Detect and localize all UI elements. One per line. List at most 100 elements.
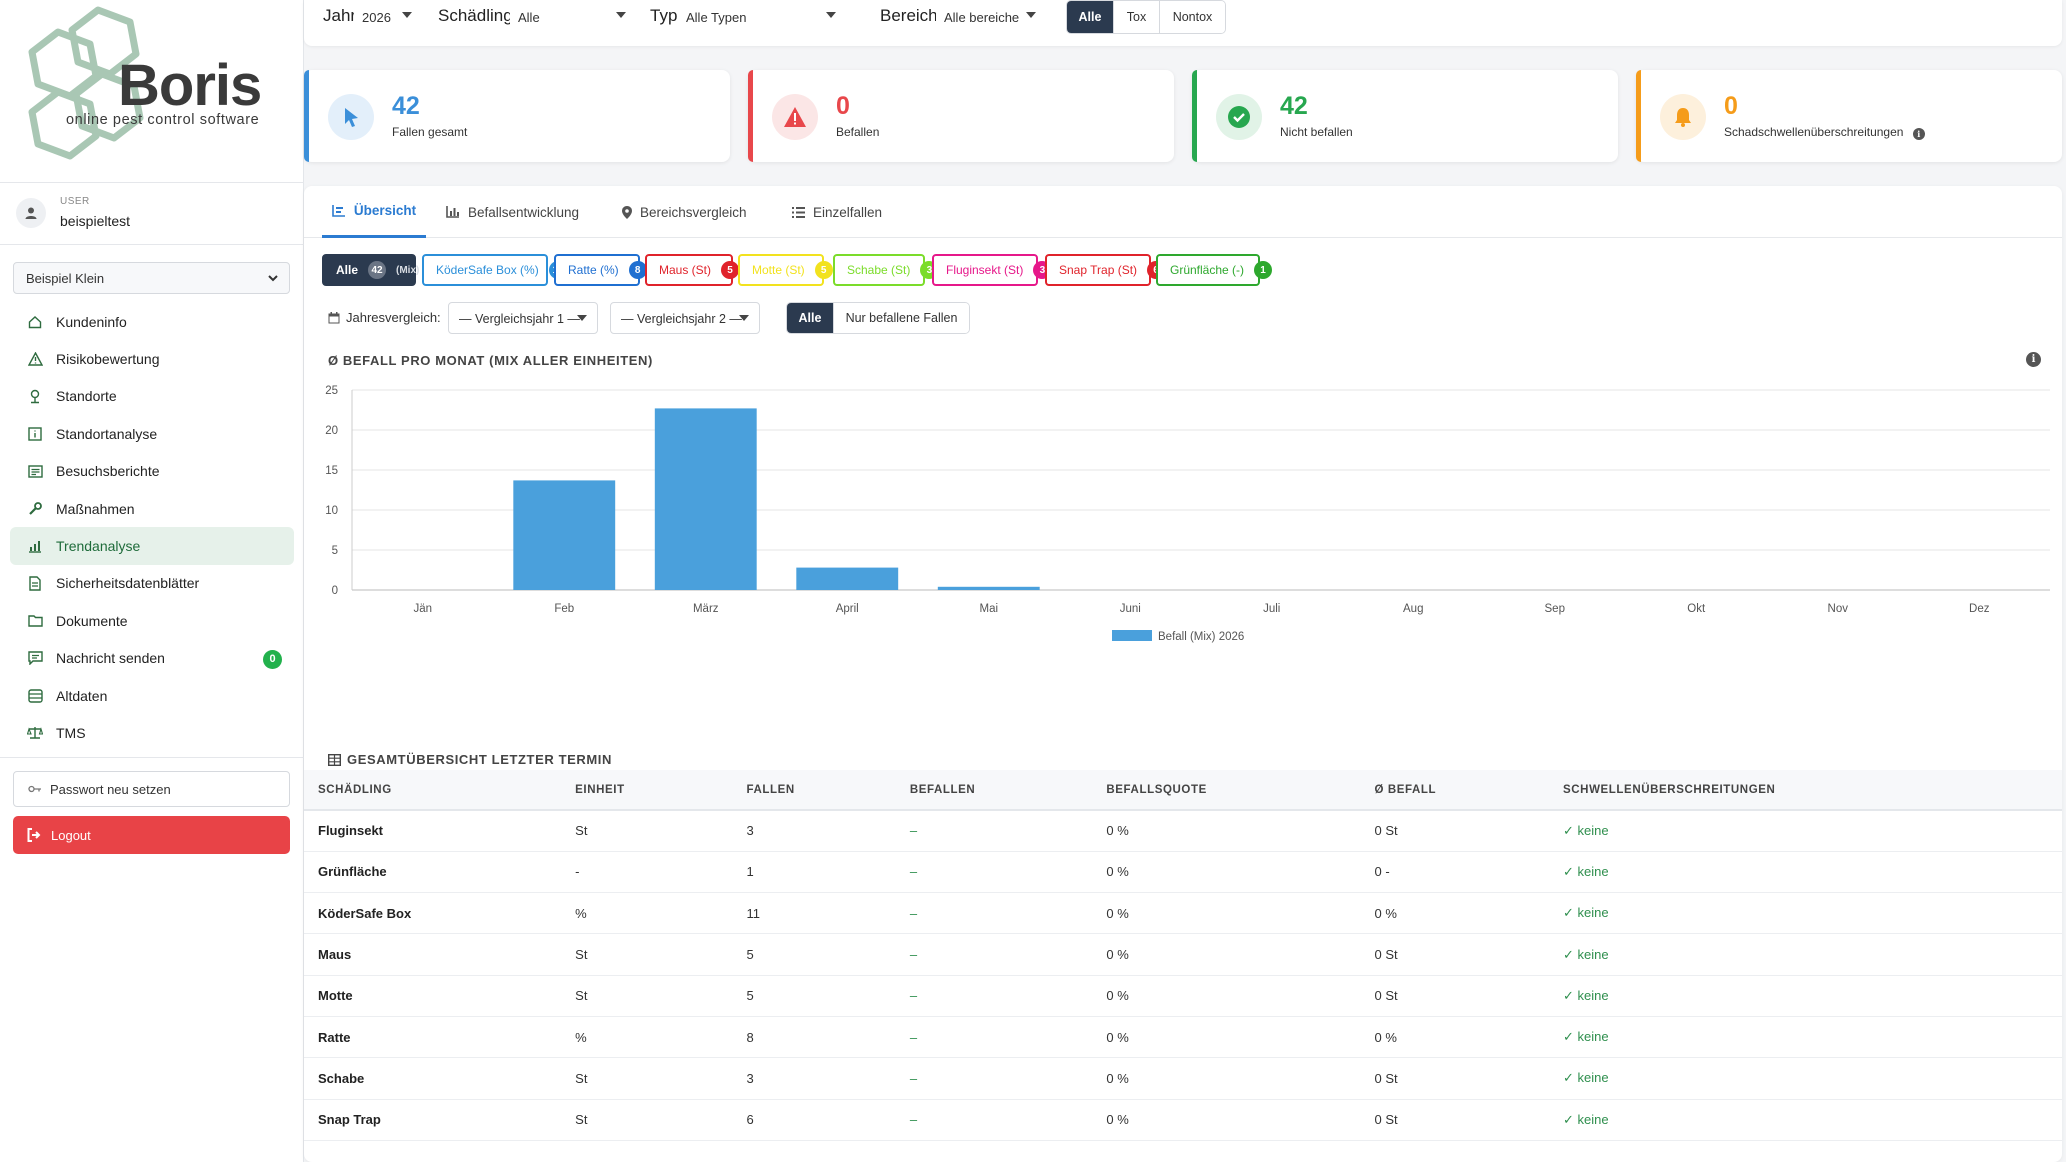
column-header[interactable]: Ø BEFALL [1374, 783, 1437, 796]
reset-password-button[interactable]: Passwort neu setzen [13, 771, 290, 807]
sidebar-item-standorte[interactable]: Standorte [10, 378, 294, 415]
analysis-card: Übersicht Befallsentwicklung Bereichsver… [304, 186, 2062, 1162]
infestation-rate: 0 % [1106, 892, 1375, 935]
bar[interactable] [796, 567, 899, 590]
chevron-down-icon [267, 272, 279, 287]
table-row[interactable]: Maus St 5–0 % 0 St ✓ keine [304, 933, 2062, 976]
table-row[interactable]: Snap Trap St 6–0 % 0 St ✓ keine [304, 1099, 2062, 1141]
table-row[interactable]: Schabe St 3–0 % 0 St ✓ keine [304, 1057, 2062, 1100]
brand-logo[interactable]: Boris online pest control software [18, 4, 288, 174]
column-header[interactable]: FALLEN [746, 783, 795, 796]
x-tick-label: Aug [1403, 603, 1423, 615]
tox-option-tox[interactable]: Tox [1113, 1, 1159, 33]
pest-filter-pill[interactable]: Schabe (St) 3 [833, 254, 939, 286]
reset-password-label: Passwort neu setzen [50, 781, 171, 797]
trap-filter-all[interactable]: Alle [787, 303, 833, 333]
kpi-value: 42 [392, 92, 420, 120]
check-circle-icon [1216, 94, 1262, 140]
table-row[interactable]: Ratte% 8–0 % 0 % ✓ keine [304, 1016, 2062, 1059]
threshold-status: ✓ keine [1563, 810, 2062, 852]
sidebar-item-dokumente[interactable]: Dokumente [10, 602, 294, 639]
sidebar-item-trendanalyse[interactable]: Trendanalyse [10, 527, 294, 565]
tox-option-alle[interactable]: Alle [1067, 1, 1113, 33]
table-row[interactable]: Grünfläche -1–0 % 0 - ✓ keine [304, 851, 2062, 894]
home-icon [26, 313, 44, 331]
column-header[interactable]: EINHEIT [575, 783, 625, 796]
year-select[interactable]: 2026 [354, 0, 420, 34]
customer-select[interactable]: Beispiel Klein [13, 262, 290, 294]
sidebar-item-sicherheitsdatenblaetter[interactable]: Sicherheitsdatenblätter [10, 565, 294, 602]
avg-infestation: 0 St [1374, 810, 1563, 852]
unit: St [575, 975, 747, 1017]
list-icon [792, 206, 805, 218]
threshold-status: ✓ keine [1563, 933, 2062, 976]
divider [0, 182, 304, 183]
pest-filter-pill[interactable]: Ratte (%) 8 [554, 254, 647, 286]
bar[interactable] [937, 586, 1040, 590]
tab-infestation-trend[interactable]: Befallsentwicklung [446, 186, 579, 238]
tab-area-comparison[interactable]: Bereichsvergleich [622, 186, 747, 238]
x-tick-label: Nov [1828, 603, 1849, 615]
sidebar-item-altdaten[interactable]: Altdaten [10, 677, 294, 714]
tox-option-nontox[interactable]: Nontox [1159, 1, 1225, 33]
key-icon [28, 784, 42, 794]
pill-count-badge: 8 [628, 261, 647, 279]
tab-single-traps[interactable]: Einzelfallen [792, 186, 882, 238]
pest-filter-pill[interactable]: Fluginsekt (St) 3 [932, 254, 1052, 286]
pest-filter-pill[interactable]: Snap Trap (St)6 [1045, 254, 1166, 286]
pest-filter-pill[interactable]: Alle 42 (Mix) [322, 254, 419, 286]
kpi-card-not-infested: 42 Nicht befallen [1192, 70, 1618, 162]
kpi-label: Nicht befallen [1280, 125, 1353, 139]
infested-count: – [909, 1016, 1107, 1059]
sidebar-item-label: Trendanalyse [56, 538, 141, 555]
comparison-year-1-select[interactable]: — Vergleichsjahr 1 — [448, 302, 598, 334]
pest-select-value: Alle [518, 10, 540, 25]
trap-count: 5 [746, 933, 910, 976]
pill-label: Schabe (St) [847, 263, 911, 277]
type-select[interactable]: Alle Typen [678, 0, 844, 34]
info-icon[interactable]: i [2026, 352, 2041, 367]
info-icon[interactable]: i [1912, 128, 1925, 140]
column-header[interactable]: BEFALLSQUOTE [1106, 783, 1207, 796]
legend-swatch[interactable] [1112, 630, 1152, 641]
threshold-status: ✓ keine [1563, 975, 2062, 1017]
sidebar-item-risikobewertung[interactable]: Risikobewertung [10, 340, 294, 377]
trap-filter-infested-only[interactable]: Nur befallene Fallen [833, 303, 969, 333]
sidebar-item-tms[interactable]: TMS [10, 714, 294, 751]
sidebar-item-besuchsberichte[interactable]: Besuchsberichte [10, 453, 294, 490]
column-header[interactable]: BEFALLEN [909, 783, 976, 796]
x-tick-label: Jän [413, 603, 432, 615]
table-row[interactable]: Motte St 5–0 % 0 St ✓ keine [304, 975, 2062, 1017]
caret-down-icon [826, 12, 836, 18]
pest-filter-pill[interactable]: Motte (St) 5 [738, 254, 833, 286]
pest-filter-pill[interactable]: Maus (St) 5 [645, 254, 740, 286]
sidebar-item-standortanalyse[interactable]: Standortanalyse [10, 415, 294, 452]
threshold-status: ✓ keine [1563, 851, 2062, 894]
tab-overview[interactable]: Übersicht [322, 186, 426, 238]
pest-filter-pill[interactable]: Grünfläche (-) 1 [1156, 254, 1273, 286]
comparison-year-2-select[interactable]: — Vergleichsjahr 2 — [610, 302, 760, 334]
pest-select[interactable]: Alle [510, 0, 634, 34]
trap-count: 6 [746, 1099, 910, 1141]
brand-title: Boris [118, 53, 262, 118]
sidebar-item-label: Nachricht senden [56, 650, 165, 667]
sidebar-item-massnahmen[interactable]: Maßnahmen [10, 490, 294, 527]
sidebar-item-nachricht-senden[interactable]: Nachricht senden 0 [10, 640, 294, 677]
sidebar-item-label: Dokumente [56, 612, 128, 629]
area-select[interactable]: Alle bereiche [936, 0, 1044, 34]
pest-filter-pill[interactable]: KöderSafe Box (%)11 [422, 254, 567, 286]
sidebar-item-kundeninfo[interactable]: Kundeninfo [10, 303, 294, 340]
kpi-label: Schadschwellenüberschreitungen i [1724, 125, 1925, 140]
infestation-rate: 0 % [1106, 1057, 1375, 1100]
table-row[interactable]: Fluginsekt St 3–0 % 0 St ✓ keine [304, 810, 2062, 852]
logout-button[interactable]: Logout [13, 816, 290, 854]
filter-bar: Jahr 2026 Schädling Alle Typ Alle Typen … [304, 0, 2062, 46]
infested-count: – [909, 1057, 1107, 1100]
bar[interactable] [513, 480, 616, 590]
table-row[interactable]: KöderSafe Box% 11–0 % 0 % ✓ keine [304, 892, 2062, 935]
column-header[interactable]: SCHWELLENÜBERSCHREITUNGEN [1563, 783, 1776, 796]
type-select-value: Alle Typen [686, 10, 747, 25]
column-header[interactable]: SCHÄDLING [318, 783, 392, 796]
bar[interactable] [654, 408, 757, 590]
divider [0, 757, 304, 758]
